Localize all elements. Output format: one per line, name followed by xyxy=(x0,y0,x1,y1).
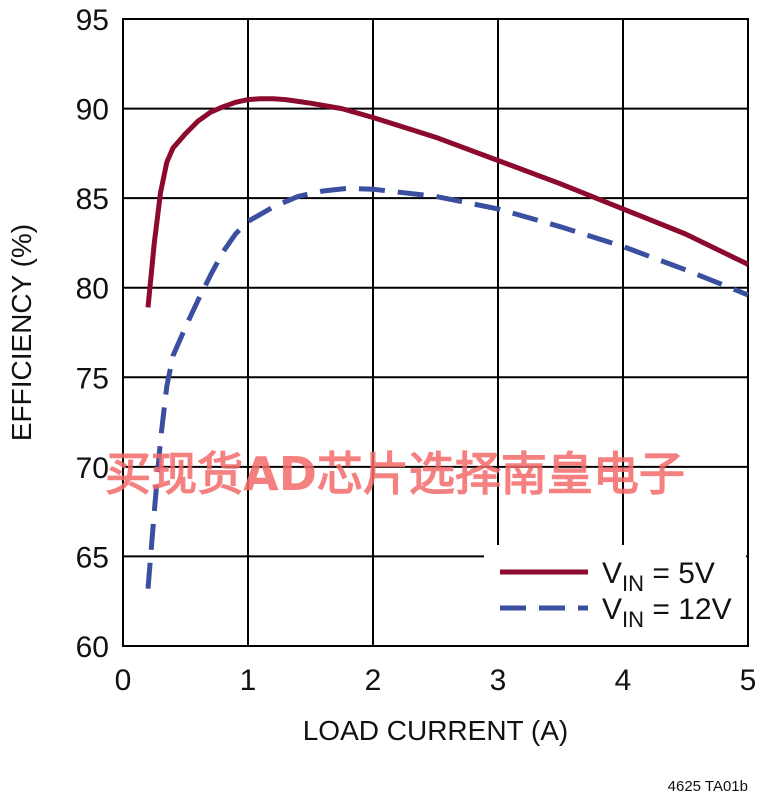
y-tick-label: 60 xyxy=(76,631,109,664)
y-tick-label: 80 xyxy=(76,273,109,306)
y-tick-labels: 60 65 70 75 80 85 90 95 xyxy=(76,4,109,664)
x-tick-label: 4 xyxy=(615,664,632,697)
legend-label-1: VIN = 5V xyxy=(602,557,715,596)
plot-frame xyxy=(122,18,749,647)
y-tick-label: 95 xyxy=(76,4,109,37)
x-axis-title: LOAD CURRENT (A) xyxy=(303,715,569,746)
y-tick-label: 75 xyxy=(76,362,109,395)
legend-label-2: VIN = 12V xyxy=(602,593,732,632)
figure-id: 4625 TA01b xyxy=(668,778,748,795)
x-tick-label: 5 xyxy=(740,664,757,697)
y-tick-label: 85 xyxy=(76,183,109,216)
series-lines xyxy=(145,96,750,589)
y-axis-title: EFFICIENCY (%) xyxy=(6,224,37,441)
legend-box xyxy=(484,545,746,645)
y-tick-label: 65 xyxy=(76,541,109,574)
x-tick-label: 0 xyxy=(115,664,132,697)
x-tick-label: 2 xyxy=(365,664,382,697)
x-tick-label: 1 xyxy=(240,664,257,697)
x-tick-labels: 0 1 2 3 4 5 xyxy=(115,664,757,697)
y-tick-label: 90 xyxy=(76,94,109,127)
y-tick-label: 70 xyxy=(76,452,109,485)
series-line-2 xyxy=(145,185,749,589)
series-line-1 xyxy=(145,96,750,308)
watermark-text: 买现货AD芯片选择南皇电子 xyxy=(105,447,685,501)
x-tick-label: 3 xyxy=(490,664,507,697)
